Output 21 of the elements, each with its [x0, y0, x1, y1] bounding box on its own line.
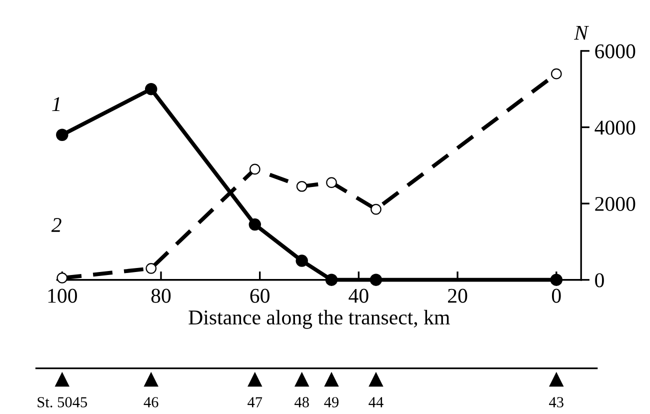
text: St. 5045 [38, 397, 88, 408]
y-axis-title: N [574, 26, 590, 40]
x-tick-label: 100 [48, 288, 77, 303]
text: 47 [248, 397, 262, 408]
series-label: 1 [52, 97, 60, 111]
x-tick-label: 40 [348, 288, 368, 303]
y-tick-label: 2000 [595, 196, 636, 211]
text: 46 [144, 397, 158, 408]
x-tick-label: 0 [552, 288, 561, 303]
x-tick-label: 60 [250, 288, 270, 303]
y-tick-label: 4000 [594, 120, 636, 135]
text: 48 [294, 397, 309, 408]
text: 43 [549, 397, 564, 408]
text: 49 [324, 397, 339, 408]
y-tick-label: 0 [595, 273, 604, 288]
series-label: 2 [51, 218, 62, 232]
text: 44 [368, 397, 384, 408]
x-tick-label: 20 [448, 288, 468, 303]
x-axis-title: Distance along the transect, km [188, 310, 450, 329]
x-tick-label: 80 [151, 288, 171, 303]
y-tick-label: 6000 [595, 44, 636, 58]
